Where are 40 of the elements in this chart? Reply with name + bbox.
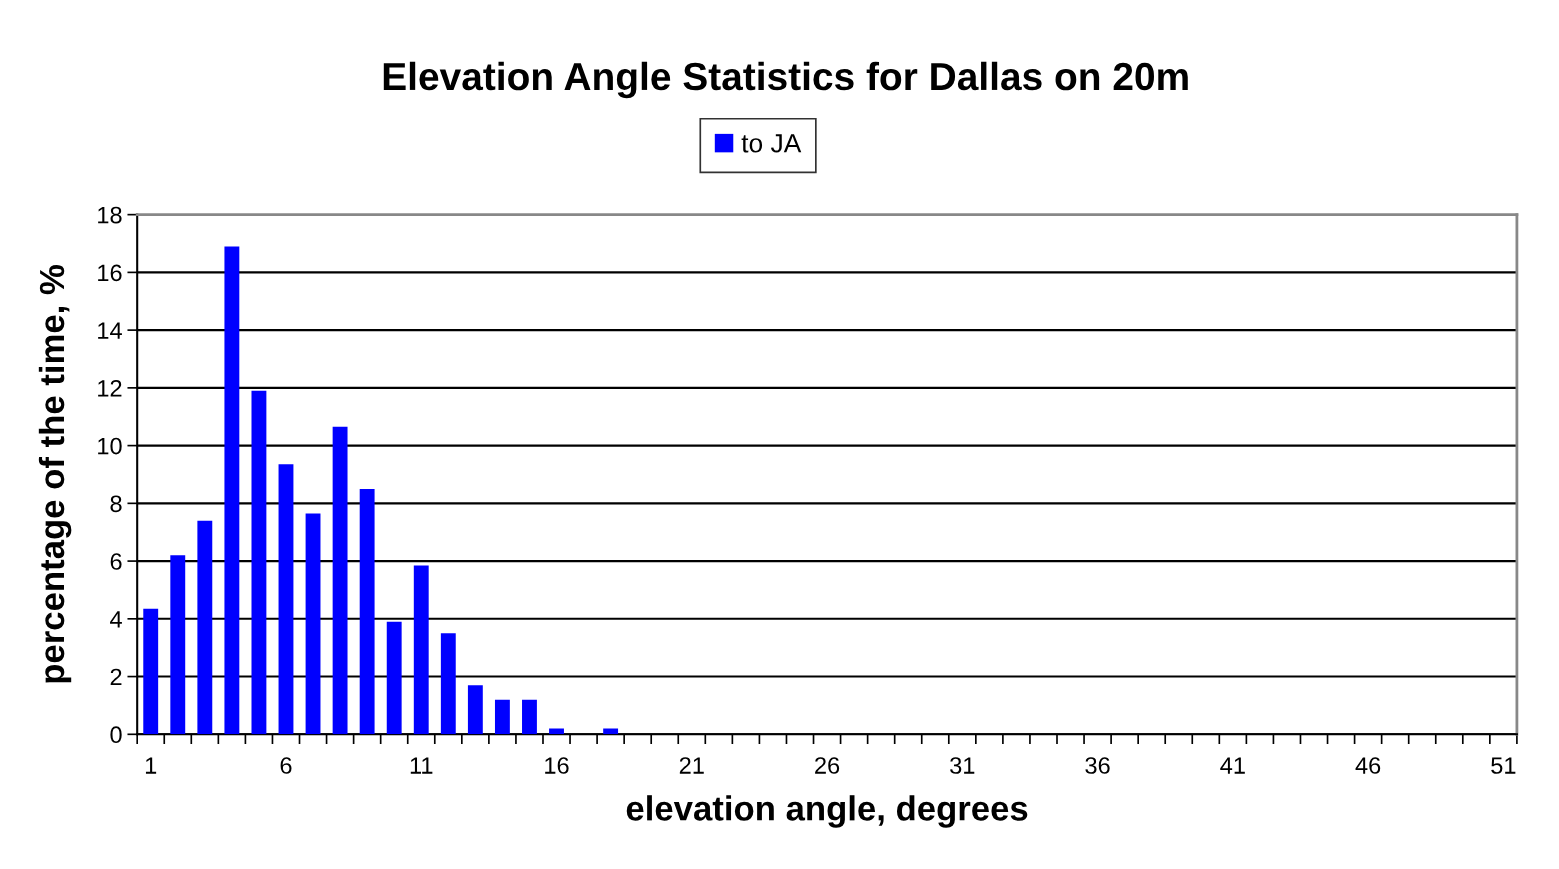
x-tick-label: 6 xyxy=(280,757,292,774)
x-tick-label: 31 xyxy=(950,757,975,774)
bar xyxy=(522,699,537,735)
bar xyxy=(251,390,267,735)
y-tick-label: 8 xyxy=(110,495,122,513)
bar xyxy=(359,488,375,735)
x-axis-title: elevation angle, degrees xyxy=(626,795,1028,828)
x-tick-label: 36 xyxy=(1085,757,1110,774)
chart-title: Elevation Angle Statistics for Dallas on 20m xyxy=(383,61,1188,99)
bar xyxy=(197,520,213,735)
y-tick-label: 18 xyxy=(98,206,122,224)
y-tick-label: 2 xyxy=(110,668,122,686)
x-tick-label: 16 xyxy=(545,757,569,774)
y-tick-label: 10 xyxy=(98,437,122,455)
bar xyxy=(278,464,294,735)
y-tick-label: 4 xyxy=(110,611,122,628)
x-tick-label: 51 xyxy=(1491,757,1516,774)
bar xyxy=(413,565,429,735)
bar xyxy=(386,621,402,735)
y-axis-title: percentage of the time, % xyxy=(38,265,72,683)
bar xyxy=(224,246,240,735)
bar xyxy=(494,699,510,735)
x-tick-label: 1 xyxy=(145,757,157,774)
y-tick-label: 6 xyxy=(110,553,122,570)
bar xyxy=(467,685,483,735)
y-tick-label: 14 xyxy=(98,322,122,339)
bar xyxy=(143,608,159,735)
x-tick-label: 11 xyxy=(410,757,433,774)
y-tick-label: 12 xyxy=(98,379,122,397)
x-tick-label: 21 xyxy=(679,757,704,774)
x-tick-label: 26 xyxy=(815,757,840,774)
y-tick-label: 16 xyxy=(98,264,122,282)
bar xyxy=(305,513,321,735)
bar xyxy=(440,633,456,735)
x-tick-label: 46 xyxy=(1355,757,1381,774)
y-tick-label: 0 xyxy=(110,726,122,744)
legend-label: to JA xyxy=(741,134,802,153)
bar xyxy=(332,426,348,735)
x-tick-label: 41 xyxy=(1220,757,1245,774)
bar xyxy=(170,555,186,735)
